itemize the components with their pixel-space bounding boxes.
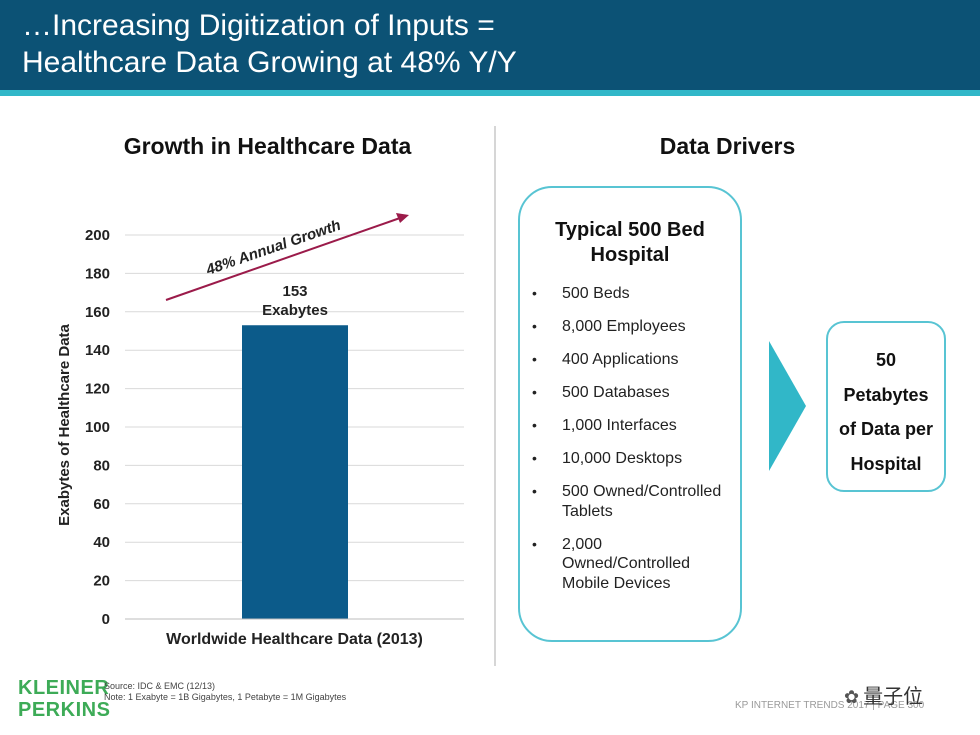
bullet-icon: • (532, 285, 537, 301)
header-banner: …Increasing Digitization of Inputs = Hea… (0, 0, 980, 90)
list-item: • 500 Beds (530, 284, 740, 304)
chart-title: Growth in Healthcare Data (123, 133, 412, 159)
y-tick-label: 0 (102, 611, 110, 628)
y-tick-label: 180 (85, 265, 110, 282)
y-tick-label: 20 (93, 573, 110, 590)
growth-arrow-line (165, 217, 401, 301)
list-item: • 10,000 Desktops (530, 449, 740, 469)
bullet-icon: • (532, 351, 537, 367)
hospital-driver-list: • 500 Beds • 8,000 Employees • 400 Applicatio… (530, 284, 740, 607)
bar-data-label: 153 (282, 283, 307, 300)
list-item-text: 1,000 Interfaces (562, 417, 677, 434)
wechat-icon: ✿ (844, 687, 860, 707)
source-note: Source: IDC & EMC (12/13) Note: 1 Exabyt… (104, 681, 346, 703)
x-axis-label: Worldwide Healthcare Data (2013) (166, 631, 423, 648)
list-item-text: Mobile Devices (562, 574, 671, 592)
page-title-line-2: Healthcare Data Growing at 48% Y/Y (22, 46, 517, 79)
bullet-icon: • (532, 483, 537, 499)
chevron-right-icon (769, 341, 806, 471)
list-item: • 2,000 Owned/Controlled Mobile Devices (530, 535, 740, 594)
list-item: • 500 Databases (530, 383, 740, 403)
result-text: 50 Petabytes of Data per Hospital (828, 343, 944, 481)
logo-line-2: PERKINS (18, 699, 111, 721)
page-title-line-1: …Increasing Digitization of Inputs = (22, 9, 495, 42)
y-tick-label: 120 (85, 381, 110, 398)
bullet-icon: • (532, 318, 537, 334)
logo-line-1: KLEINER (18, 677, 110, 699)
hospital-title-line-1: Typical 500 Bed (555, 219, 705, 241)
bullet-icon: • (532, 450, 537, 466)
growth-annotation: 48% Annual Growth (203, 217, 343, 279)
note-line: Note: 1 Exabyte = 1B Gigabytes, 1 Petaby… (104, 692, 347, 702)
hospital-box: Typical 500 Bed Hospital • 500 Beds • 8,000… (518, 186, 742, 642)
result-line: Hospital (850, 453, 922, 474)
list-item-text: Tablets (562, 502, 613, 520)
list-item: • 500 Owned/Controlled Tablets (530, 482, 740, 521)
list-item-text: 500 Owned/Controlled (562, 483, 722, 500)
list-item-text: 500 Beds (562, 285, 630, 302)
list-item-text: 8,000 Employees (562, 318, 686, 335)
y-tick-label: 200 (85, 227, 110, 244)
watermark-text: 量子位 (863, 686, 924, 708)
result-box: 50 Petabytes of Data per Hospital (826, 321, 946, 492)
list-item-text: Owned/Controlled (562, 555, 691, 572)
y-tick-label: 80 (93, 457, 110, 474)
hospital-box-title: Typical 500 Bed Hospital (520, 218, 740, 268)
y-axis-label: Exabytes of Healthcare Data (56, 323, 73, 525)
y-tick-label: 100 (85, 419, 110, 436)
bullet-icon: • (532, 384, 537, 400)
list-item-text: 400 Applications (562, 351, 679, 368)
kleiner-perkins-logo: KLEINER PERKINS (18, 677, 110, 721)
y-tick-label: 40 (93, 534, 110, 551)
hospital-title-line-2: Hospital (590, 244, 670, 266)
y-tick-label: 60 (93, 496, 110, 513)
drivers-title: Data Drivers (659, 133, 796, 159)
list-item: • 8,000 Employees (530, 317, 740, 337)
source-line: Source: IDC & EMC (12/13) (104, 681, 216, 691)
bullet-icon: • (532, 417, 537, 433)
result-line: Petabytes (843, 384, 929, 405)
list-item-text: 2,000 (562, 535, 603, 553)
list-item: • 1,000 Interfaces (530, 416, 740, 436)
bar-data-label: Exabytes (262, 302, 328, 319)
bullet-icon: • (532, 535, 537, 552)
result-line: of Data per (838, 419, 934, 439)
list-item-text: 500 Databases (562, 384, 670, 401)
growth-arrowhead (396, 213, 409, 223)
list-item-text: 10,000 Desktops (562, 450, 683, 467)
watermark: ✿ 量子位 (844, 680, 923, 709)
page-footer-label: KP INTERNET TRENDS 2017 | PAGE 300 (735, 700, 925, 711)
y-tick-label: 160 (85, 304, 110, 321)
list-item: • 400 Applications (530, 350, 740, 370)
header-accent-stripe (0, 90, 980, 96)
bar (242, 325, 348, 619)
y-tick-label: 140 (85, 342, 110, 359)
result-line: 50 (875, 350, 897, 370)
section-divider (494, 126, 496, 666)
